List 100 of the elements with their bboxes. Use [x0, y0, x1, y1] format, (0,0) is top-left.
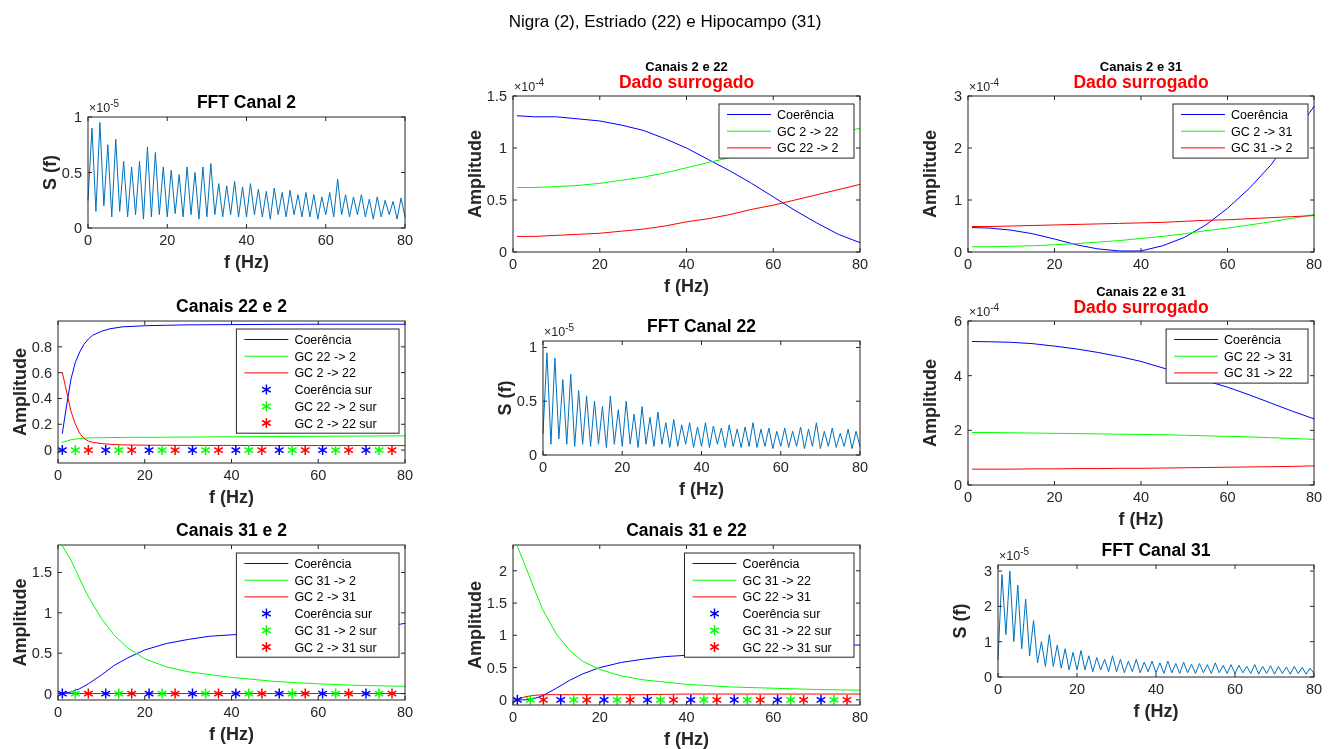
y-axis-title: Amplitude	[10, 578, 30, 667]
x-tick-label: 0	[963, 489, 973, 505]
legend-label: GC 2 -> 22 sur	[294, 416, 377, 431]
y-tick-label: 1.5	[31, 564, 52, 581]
y-tick-label: 0	[953, 477, 962, 493]
line-series	[61, 545, 406, 687]
x-tick-label: 40	[693, 459, 710, 475]
y-axis-title: Amplitude	[920, 359, 940, 447]
legend-label: GC 2 -> 31	[294, 590, 356, 605]
y-tick-label: 2	[983, 598, 992, 615]
legend-label: Coerência	[1231, 108, 1289, 122]
y-tick-label: 0.5	[486, 659, 507, 676]
y-axis-title: Amplitude	[465, 581, 485, 669]
legend-label: GC 31 -> 2	[294, 573, 356, 588]
y-tick-label: 0.2	[31, 416, 52, 433]
x-tick-label: 40	[223, 467, 240, 483]
legend-label: Coerência	[294, 557, 352, 571]
chart-title: Canais 31 e 2	[176, 520, 288, 540]
y-tick-label: 0.5	[31, 645, 52, 662]
legend-label: GC 2 -> 31	[1231, 124, 1293, 139]
line-series	[997, 570, 1315, 675]
line-series	[87, 122, 406, 220]
x-tick-label: 0	[83, 232, 93, 248]
legend-label: GC 31 -> 22	[742, 573, 811, 588]
line-series	[516, 545, 861, 691]
x-tick-label: 60	[1226, 681, 1244, 697]
x-tick-label: 80	[1305, 489, 1323, 505]
x-tick-label: 40	[678, 256, 695, 272]
x-tick-label: 20	[159, 232, 176, 248]
legend-label: GC 22 -> 2 sur	[294, 399, 377, 414]
y-tick-label: 0	[498, 244, 507, 260]
legend-label: Coerência	[742, 557, 800, 571]
legend-label: Coerência sur	[294, 607, 373, 622]
x-tick-label: 60	[310, 467, 327, 483]
y-tick-label: 4	[953, 367, 962, 384]
chart-title: FFT Canal 31	[1101, 540, 1211, 560]
legend-label: GC 31 -> 22 sur	[742, 623, 832, 638]
legend-label: GC 2 -> 22	[777, 124, 839, 139]
x-tick-label: 40	[223, 704, 240, 720]
y-tick-label: 1	[953, 192, 962, 208]
y-tick-label: 0	[528, 447, 537, 463]
legend-label: GC 22 -> 31	[1224, 349, 1293, 364]
y-tick-label: 1	[73, 109, 82, 125]
legend-label: Coerência sur	[294, 383, 373, 398]
y-tick-label: 0	[43, 442, 52, 459]
y-axis-title: S (f)	[950, 603, 970, 639]
legend-label: GC 22 -> 31 sur	[742, 640, 832, 655]
y-axis-title: Amplitude	[465, 130, 485, 218]
y-tick-label: 2	[953, 140, 962, 156]
y-tick-label: 1	[498, 140, 507, 156]
x-tick-label: 60	[765, 709, 782, 725]
y-tick-label: 1	[498, 627, 507, 644]
x-tick-label: 40	[1132, 489, 1150, 505]
y-axis-title: S (f)	[495, 380, 515, 416]
x-tick-label: 60	[765, 256, 782, 272]
x-tick-label: 80	[851, 459, 869, 475]
x-tick-label: 80	[1305, 256, 1323, 272]
y-tick-label: 1.5	[486, 88, 507, 104]
legend-label: GC 31 -> 22	[1224, 366, 1293, 381]
legend-label: GC 22 -> 2	[294, 349, 356, 364]
legend-label: GC 22 -> 2	[777, 141, 839, 156]
x-tick-label: 0	[993, 681, 1003, 697]
y-tick-label: 3	[983, 563, 992, 580]
y-tick-label: 0.5	[486, 192, 507, 208]
legend-label: GC 2 -> 22	[294, 366, 356, 381]
x-tick-label: 20	[136, 467, 153, 483]
chart-subtitle: Dado surrogado	[1073, 297, 1209, 317]
y-tick-label: 1	[43, 604, 52, 621]
x-tick-label: 0	[538, 459, 548, 475]
x-tick-label: 20	[591, 709, 608, 725]
chart-title: Canais 22 e 31	[1096, 284, 1186, 299]
line-series	[971, 432, 1315, 440]
y-tick-label: 6	[953, 313, 962, 329]
x-tick-label: 40	[1147, 681, 1165, 697]
y-tick-label: 0.5	[61, 164, 82, 181]
x-tick-label: 60	[317, 232, 334, 248]
line-series	[61, 435, 406, 443]
y-axis-title: Amplitude	[10, 348, 30, 436]
x-tick-label: 0	[53, 467, 63, 483]
legend-label: GC 31 -> 2 sur	[294, 623, 377, 638]
x-tick-label: 20	[1046, 256, 1063, 272]
legend-label: Coerência sur	[742, 607, 821, 622]
legend-label: GC 31 -> 2	[1231, 141, 1293, 156]
text: Nigra (2), Estriado (22) e Hipocampo (31)	[508, 12, 822, 31]
x-tick-label: 40	[678, 709, 695, 725]
line-series	[516, 183, 861, 237]
x-axis-title: f (Hz)	[664, 729, 709, 749]
y-tick-label: 1	[983, 633, 992, 650]
legend-label: GC 22 -> 31	[742, 590, 811, 605]
x-tick-label: 80	[851, 709, 869, 725]
x-tick-label: 80	[1305, 681, 1323, 697]
chart-title: Canais 2 e 31	[1099, 59, 1183, 74]
y-tick-label: 0	[983, 669, 992, 685]
chart-title: Canais 2 e 22	[645, 59, 728, 74]
x-tick-label: 60	[1219, 489, 1236, 505]
legend-label: Coerência	[1224, 333, 1282, 347]
y-tick-label: 0	[73, 220, 82, 236]
x-tick-label: 60	[310, 704, 327, 720]
y-tick-label: 2	[953, 422, 962, 439]
x-axis-title: f (Hz)	[664, 276, 709, 296]
